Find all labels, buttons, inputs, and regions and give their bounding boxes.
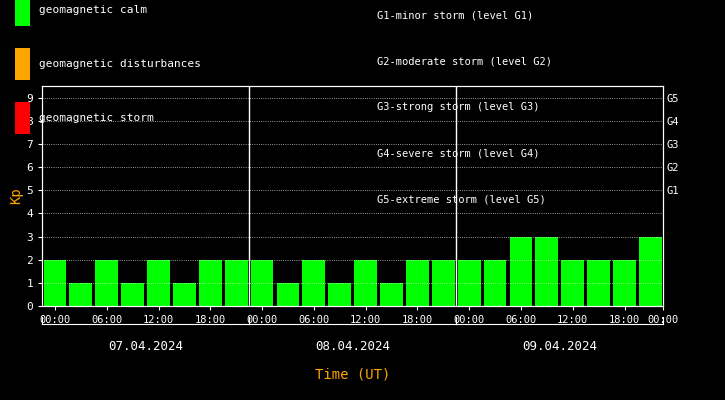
Bar: [432, 260, 455, 306]
Bar: [639, 236, 662, 306]
Bar: [457, 260, 481, 306]
Bar: [406, 260, 428, 306]
Text: geomagnetic calm: geomagnetic calm: [39, 5, 147, 15]
Bar: [510, 236, 532, 306]
Bar: [536, 236, 558, 306]
Bar: [199, 260, 222, 306]
Bar: [587, 260, 610, 306]
Bar: [277, 283, 299, 306]
Bar: [561, 260, 584, 306]
Bar: [225, 260, 248, 306]
Text: 07.04.2024: 07.04.2024: [108, 340, 183, 353]
Bar: [173, 283, 196, 306]
Text: G3-strong storm (level G3): G3-strong storm (level G3): [377, 102, 539, 112]
Text: geomagnetic disturbances: geomagnetic disturbances: [39, 59, 201, 69]
Bar: [613, 260, 636, 306]
Text: geomagnetic storm: geomagnetic storm: [39, 113, 154, 123]
Bar: [96, 260, 118, 306]
Bar: [484, 260, 507, 306]
Text: G4-severe storm (level G4): G4-severe storm (level G4): [377, 148, 539, 158]
Bar: [302, 260, 326, 306]
Text: G5-extreme storm (level G5): G5-extreme storm (level G5): [377, 194, 546, 204]
Bar: [44, 260, 67, 306]
Bar: [328, 283, 351, 306]
Text: G1-minor storm (level G1): G1-minor storm (level G1): [377, 10, 534, 20]
Bar: [355, 260, 377, 306]
Bar: [147, 260, 170, 306]
Text: Time (UT): Time (UT): [315, 368, 390, 382]
Y-axis label: Kp: Kp: [9, 188, 23, 204]
Bar: [70, 283, 92, 306]
Text: G2-moderate storm (level G2): G2-moderate storm (level G2): [377, 56, 552, 66]
Bar: [380, 283, 403, 306]
Text: 09.04.2024: 09.04.2024: [522, 340, 597, 353]
Bar: [121, 283, 144, 306]
Bar: [251, 260, 273, 306]
Text: 08.04.2024: 08.04.2024: [315, 340, 390, 353]
